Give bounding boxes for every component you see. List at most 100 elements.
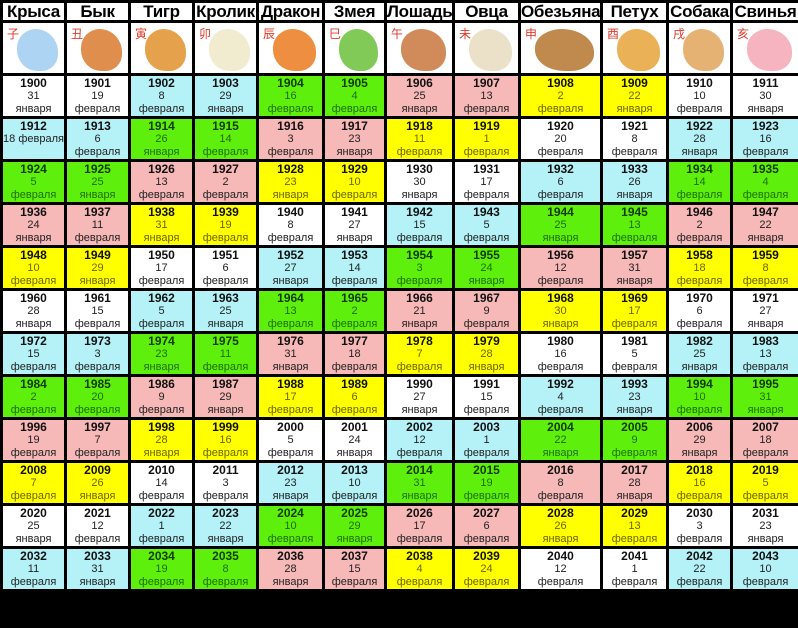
new-year-day: 10	[348, 175, 361, 188]
animal-name: Тигр	[128, 0, 195, 23]
new-year-day: 23	[284, 476, 297, 489]
year-cell: 1971 27 января	[730, 288, 798, 334]
new-year-day: 15	[480, 390, 493, 403]
new-year-month: января	[15, 231, 52, 244]
year-cell: 1927 2 февраля	[192, 159, 259, 205]
new-year-month: февраля	[463, 102, 510, 115]
new-year-day: 18 февраля	[3, 132, 64, 145]
year-value: 1958	[686, 247, 713, 262]
year-value: 2000	[277, 419, 304, 434]
new-year-month: января	[336, 532, 373, 545]
new-year-month: февраля	[202, 231, 249, 244]
year-value: 1981	[621, 333, 648, 348]
year-value: 1983	[752, 333, 779, 348]
year-cell: 1975 11 февраля	[192, 331, 259, 377]
year-value: 1909	[621, 75, 648, 90]
year-cell: 2028 26 января	[518, 503, 603, 549]
new-year-day: 3	[416, 261, 423, 274]
new-year-month: января	[272, 575, 309, 588]
year-cell: 1904 16 февраля	[256, 73, 325, 119]
year-value: 1971	[752, 290, 779, 305]
new-year-day: 26	[155, 132, 168, 145]
new-year-day: 24	[348, 433, 361, 446]
new-year-day: 1	[158, 519, 165, 532]
year-cell: 1921 8 февраля	[600, 116, 669, 162]
year-cell: 1937 11 февраля	[64, 202, 131, 248]
new-year-month: января	[207, 102, 244, 115]
year-value: 2012	[277, 462, 304, 477]
year-cell: 1950 17 февраля	[128, 245, 195, 291]
year-value: 2001	[341, 419, 368, 434]
new-year-month: января	[143, 446, 180, 459]
new-year-month: февраля	[742, 446, 789, 459]
year-value: 2015	[473, 462, 500, 477]
year-value: 2004	[547, 419, 574, 434]
new-year-day: 12	[554, 261, 567, 274]
new-year-month: февраля	[742, 274, 789, 287]
year-cell: 1947 22 января	[730, 202, 798, 248]
rooster-icon	[617, 29, 660, 71]
year-cell: 1952 27 января	[256, 245, 325, 291]
new-year-day: 6	[557, 175, 564, 188]
new-year-month: февраля	[676, 188, 723, 201]
year-cell: 1956 12 февраля	[518, 245, 603, 291]
new-year-day: 2	[30, 390, 37, 403]
animal-name: Петух	[600, 0, 669, 23]
new-year-day: 14	[155, 476, 168, 489]
new-year-day: 31	[91, 562, 104, 575]
year-value: 2035	[212, 548, 239, 563]
year-cell: 1969 17 февраля	[600, 288, 669, 334]
new-year-month: января	[336, 231, 373, 244]
year-value: 2026	[406, 505, 433, 520]
new-year-month: февраля	[10, 274, 57, 287]
header-names-row: Крыса Бык Тигр Кролик Дракон Змея Лошадь Овца Об…	[0, 0, 798, 23]
year-value: 1905	[341, 75, 368, 90]
year-cell: 2026 17 февраля	[384, 503, 455, 549]
new-year-month: января	[207, 317, 244, 330]
year-cell: 1957 31 января	[600, 245, 669, 291]
year-value: 1954	[406, 247, 433, 262]
new-year-month: января	[15, 532, 52, 545]
year-cell: 1987 29 января	[192, 374, 259, 420]
new-year-month: января	[143, 231, 180, 244]
year-value: 1916	[277, 118, 304, 133]
year-cell: 1924 5 февраля	[0, 159, 67, 205]
year-value: 1932	[547, 161, 574, 176]
new-year-month: февраля	[463, 317, 510, 330]
year-value: 1986	[148, 376, 175, 391]
year-cell: 2023 22 января	[192, 503, 259, 549]
new-year-day: 16	[219, 433, 232, 446]
new-year-month: января	[401, 102, 438, 115]
table-row: 1972 15 февраля 1973 3 февраля 1974 23 января 197…	[0, 331, 798, 377]
year-cell: 1914 26 января	[128, 116, 195, 162]
year-cell: 1967 9 февраля	[452, 288, 521, 334]
new-year-day: 2	[351, 304, 358, 317]
new-year-month: февраля	[463, 145, 510, 158]
new-year-day: 22	[554, 433, 567, 446]
new-year-day: 1	[631, 562, 638, 575]
new-year-day: 29	[219, 390, 232, 403]
year-cell: 2038 4 февраля	[384, 546, 455, 592]
new-year-month: февраля	[611, 532, 658, 545]
dragon-icon	[273, 29, 316, 71]
year-value: 2014	[406, 462, 433, 477]
year-value: 1998	[148, 419, 175, 434]
year-value: 1994	[686, 376, 713, 391]
year-cell: 1908 2 февраля	[518, 73, 603, 119]
new-year-month: февраля	[74, 446, 121, 459]
animal-name: Лошадь	[384, 0, 455, 23]
year-cell: 1907 13 февраля	[452, 73, 521, 119]
year-value: 1950	[148, 247, 175, 262]
year-cell: 2033 31 января	[64, 546, 131, 592]
new-year-day: 11	[413, 132, 426, 145]
table-row: 1948 10 февраля 1949 29 января 1950 17 февраля 19…	[0, 245, 798, 291]
new-year-day: 24	[480, 562, 493, 575]
new-year-day: 29	[219, 89, 232, 102]
year-value: 2025	[341, 505, 368, 520]
year-cell: 1974 23 января	[128, 331, 195, 377]
year-cell: 2029 13 февраля	[600, 503, 669, 549]
year-cell: 1960 28 января	[0, 288, 67, 334]
new-year-day: 28	[155, 433, 168, 446]
year-cell: 2010 14 февраля	[128, 460, 195, 506]
new-year-month: февраля	[331, 274, 378, 287]
